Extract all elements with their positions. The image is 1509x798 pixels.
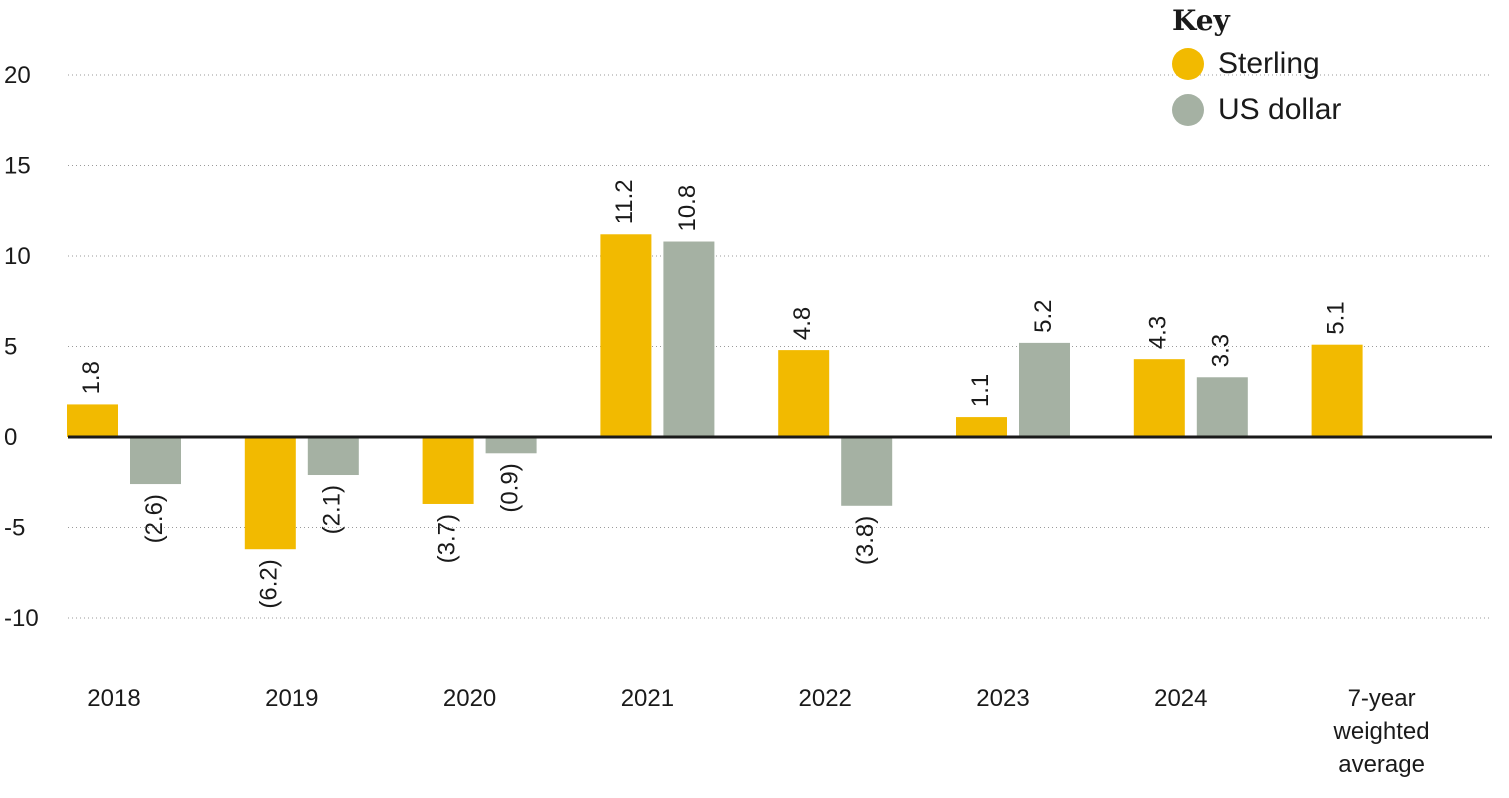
bar [1311,344,1363,437]
data-label: 11.2 [611,179,638,224]
data-label: 4.8 [789,307,816,340]
bar [130,437,181,485]
x-category-label: 2023 [976,685,1029,712]
data-label: (2.1) [319,485,346,534]
bar [778,350,830,437]
bar [841,437,893,506]
data-label: (6.2) [256,559,283,608]
y-tick-label: 20 [4,62,31,89]
data-label: (3.8) [852,516,879,565]
bar [307,437,359,476]
y-tick-label: -10 [4,605,39,632]
x-category-label: 2019 [265,685,318,712]
legend-title: Key [1172,4,1230,37]
data-label: (3.7) [433,514,460,563]
y-tick-label: 15 [4,153,31,180]
x-category-label: 2022 [799,685,852,712]
legend-label-sterling: Sterling [1218,47,1320,80]
y-tick-label: 10 [4,243,31,270]
bar [1019,342,1070,437]
legend-swatch-sterling [1172,48,1204,80]
y-tick-label: 0 [4,424,17,451]
legend-item-sterling: Sterling [1172,41,1341,87]
data-label: 10.8 [674,185,701,232]
data-label: 1.1 [967,374,994,407]
bar [67,404,118,437]
data-label: 5.2 [1030,300,1057,333]
bar [485,437,537,454]
x-category-label: 2020 [443,685,496,712]
data-label: (0.9) [496,463,523,512]
bar [1196,377,1248,437]
legend-item-us-dollar: US dollar [1172,87,1341,133]
x-category-label: 2024 [1154,685,1207,712]
legend-swatch-us-dollar [1172,94,1204,126]
bar [422,437,474,504]
data-label: 3.3 [1208,334,1235,367]
bar [956,417,1007,437]
legend-label-us-dollar: US dollar [1218,93,1342,126]
legend: Key Sterling US dollar [1172,4,1341,133]
bar [663,241,715,437]
bar [1133,359,1185,437]
bar [600,234,652,437]
data-label: 5.1 [1322,301,1349,334]
bar [244,437,296,550]
x-category-label: 2021 [621,685,674,712]
y-tick-label: -5 [4,515,25,542]
data-label: 4.3 [1145,316,1172,349]
data-label: (2.6) [141,494,168,543]
y-tick-label: 5 [4,334,17,361]
data-label: 1.8 [78,361,105,394]
x-category-label: 7-year weighted average [1333,685,1430,778]
x-category-label: 2018 [87,685,140,712]
